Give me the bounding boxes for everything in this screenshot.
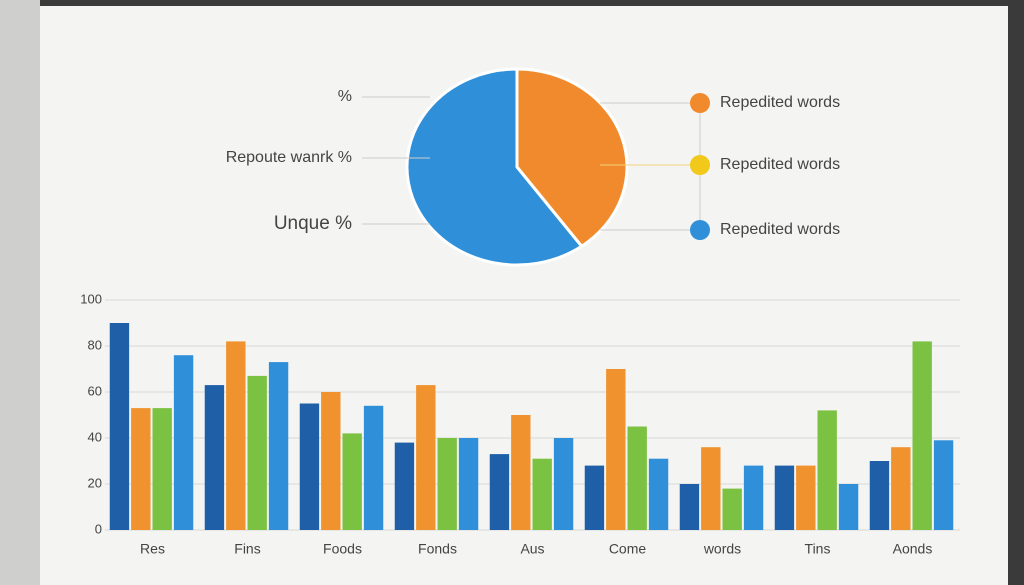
x-tick-label: Aonds [893,541,933,557]
x-tick-label: Res [140,541,165,557]
legend-swatch [690,93,710,113]
bar [891,447,911,530]
y-tick-label: 0 [95,521,102,536]
bar [109,323,130,530]
y-tick-label: 100 [80,291,102,306]
pie-slice [405,67,584,267]
bar [553,438,574,530]
bar [912,341,932,530]
x-tick-label: Aus [520,541,544,557]
x-tick-label: Tins [805,541,831,557]
bar [679,484,700,530]
x-tick-label: Foods [323,541,362,557]
bar [648,458,669,530]
bar [416,385,436,530]
legend-label: Repedited words [720,221,840,238]
bar [458,438,479,530]
bar [701,447,721,530]
bezel-left [0,0,40,585]
bar [606,369,626,530]
bar [838,484,859,530]
legend-label: Repedited words [720,156,840,173]
bar [796,465,816,530]
bar [584,465,605,530]
x-tick-label: Fins [234,541,260,557]
pie-slice [515,67,629,249]
bar [268,362,289,530]
x-tick-label: Come [609,541,647,557]
x-tick-label: Fonds [418,541,457,557]
bar [722,488,742,530]
bar [817,410,837,530]
bar [342,433,362,530]
bar-chart: 0 20 40 60 80 100 Res Fins Foods Fonds Aus Come word… [80,291,960,557]
pie-chart: Repedited words Repedited words Repedited … [226,67,840,267]
y-tick-label: 40 [88,429,102,444]
bar [489,454,510,530]
annotation: % [338,88,352,105]
bar [152,408,172,530]
y-tick-label: 60 [88,383,102,398]
annotation: Repoute wanrk % [226,149,352,166]
x-tick-label: words [703,541,741,557]
bar [363,405,384,530]
bar [869,461,890,530]
bar [226,341,246,530]
bar [247,375,267,530]
bar [532,458,552,530]
bar [933,440,954,530]
y-tick-label: 80 [88,337,102,352]
bar [627,426,647,530]
bar [511,415,531,530]
bar [394,442,415,530]
bar [173,355,194,530]
legend-swatch [690,155,710,175]
bar [437,438,457,530]
annotation: Unque % [274,213,352,234]
legend-swatch [690,220,710,240]
legend-label: Repedited words [720,94,840,111]
bar [321,392,341,530]
y-tick-label: 20 [88,475,102,490]
bar [131,408,151,530]
bar [299,403,320,530]
bar [743,465,764,530]
bar [204,385,225,530]
bar [774,465,795,530]
